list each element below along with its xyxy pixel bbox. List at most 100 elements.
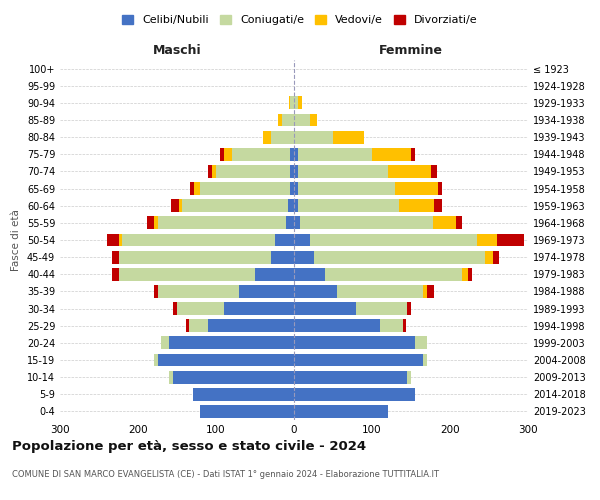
- Bar: [193, 388, 294, 400]
- Bar: [294, 182, 298, 195]
- Bar: [294, 250, 314, 264]
- Bar: [275, 234, 294, 246]
- Bar: [415, 336, 427, 349]
- Bar: [255, 268, 294, 280]
- Bar: [333, 130, 364, 143]
- Bar: [169, 370, 173, 384]
- Bar: [154, 285, 157, 298]
- Bar: [294, 200, 298, 212]
- Bar: [497, 234, 524, 246]
- Bar: [179, 200, 182, 212]
- Bar: [294, 148, 298, 160]
- Text: COMUNE DI SAN MARCO EVANGELISTA (CE) - Dati ISTAT 1° gennaio 2024 - Elaborazione: COMUNE DI SAN MARCO EVANGELISTA (CE) - D…: [12, 470, 439, 479]
- Bar: [434, 200, 442, 212]
- Bar: [119, 268, 255, 280]
- Bar: [407, 370, 411, 384]
- Bar: [157, 285, 239, 298]
- Bar: [208, 320, 294, 332]
- Bar: [289, 96, 290, 110]
- Bar: [286, 216, 294, 230]
- Bar: [154, 354, 157, 366]
- Bar: [122, 234, 275, 246]
- Bar: [119, 234, 122, 246]
- Bar: [173, 370, 294, 384]
- Bar: [294, 165, 298, 178]
- Bar: [294, 302, 356, 315]
- Bar: [212, 165, 216, 178]
- Bar: [294, 370, 407, 384]
- Bar: [438, 182, 442, 195]
- Bar: [380, 320, 403, 332]
- Bar: [462, 268, 468, 280]
- Bar: [298, 165, 388, 178]
- Bar: [493, 250, 499, 264]
- Bar: [400, 200, 434, 212]
- Bar: [298, 200, 400, 212]
- Bar: [177, 302, 224, 315]
- Bar: [294, 354, 423, 366]
- Bar: [456, 216, 463, 230]
- Bar: [294, 388, 415, 400]
- Bar: [431, 165, 437, 178]
- Bar: [337, 285, 422, 298]
- Bar: [388, 165, 431, 178]
- Bar: [173, 302, 177, 315]
- Bar: [314, 250, 485, 264]
- Bar: [325, 268, 462, 280]
- Bar: [310, 234, 478, 246]
- Bar: [294, 336, 415, 349]
- Bar: [119, 250, 271, 264]
- Bar: [372, 148, 411, 160]
- Bar: [271, 250, 294, 264]
- Bar: [171, 200, 179, 212]
- Bar: [216, 165, 290, 178]
- Bar: [283, 114, 294, 126]
- Bar: [208, 165, 212, 178]
- Bar: [112, 250, 119, 264]
- Bar: [356, 302, 407, 315]
- Bar: [395, 182, 438, 195]
- Bar: [423, 285, 427, 298]
- Text: Popolazione per età, sesso e stato civile - 2024: Popolazione per età, sesso e stato civil…: [12, 440, 366, 453]
- Y-axis label: Fasce di età: Fasce di età: [11, 209, 21, 271]
- Bar: [294, 216, 300, 230]
- Bar: [200, 405, 294, 418]
- Bar: [427, 285, 434, 298]
- Bar: [148, 216, 154, 230]
- Bar: [200, 182, 290, 195]
- Bar: [169, 336, 294, 349]
- Bar: [290, 165, 294, 178]
- Bar: [290, 148, 294, 160]
- Bar: [298, 182, 395, 195]
- Bar: [239, 285, 294, 298]
- Text: Femmine: Femmine: [379, 44, 443, 57]
- Bar: [271, 130, 294, 143]
- Bar: [468, 268, 472, 280]
- Bar: [194, 182, 200, 195]
- Bar: [485, 250, 493, 264]
- Bar: [157, 216, 286, 230]
- Bar: [298, 148, 372, 160]
- Bar: [294, 114, 310, 126]
- Bar: [423, 354, 427, 366]
- Bar: [294, 320, 380, 332]
- Bar: [224, 302, 294, 315]
- Bar: [290, 182, 294, 195]
- Bar: [294, 130, 333, 143]
- Bar: [411, 148, 415, 160]
- Bar: [157, 354, 294, 366]
- Bar: [407, 302, 411, 315]
- Bar: [112, 268, 119, 280]
- Bar: [294, 405, 388, 418]
- Bar: [478, 234, 497, 246]
- Bar: [300, 216, 433, 230]
- Bar: [294, 285, 337, 298]
- Bar: [290, 96, 294, 110]
- Bar: [187, 320, 188, 332]
- Bar: [232, 148, 290, 160]
- Bar: [294, 96, 298, 110]
- Bar: [188, 320, 208, 332]
- Bar: [433, 216, 456, 230]
- Bar: [403, 320, 406, 332]
- Bar: [278, 114, 283, 126]
